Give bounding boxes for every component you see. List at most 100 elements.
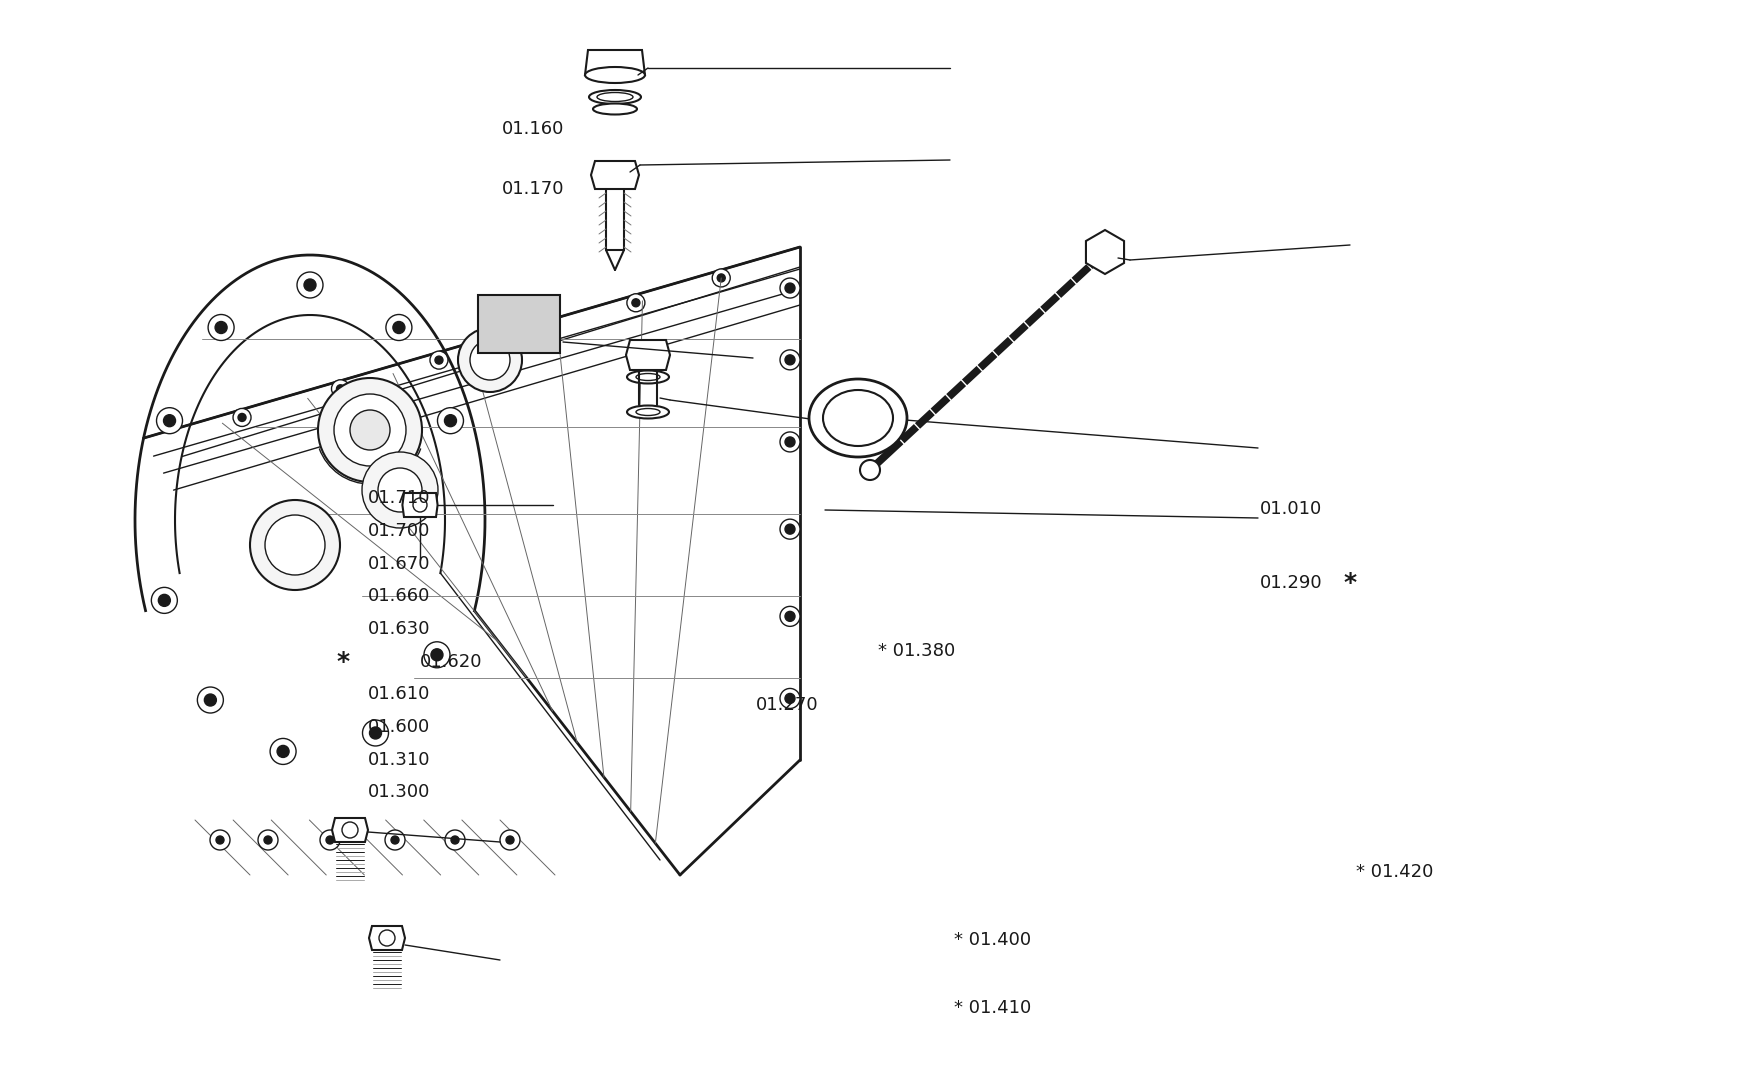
Circle shape <box>156 408 182 434</box>
Ellipse shape <box>593 104 637 114</box>
Circle shape <box>276 746 289 758</box>
Circle shape <box>859 460 880 480</box>
Circle shape <box>528 323 546 340</box>
Text: * 01.400: * 01.400 <box>954 931 1031 948</box>
Circle shape <box>362 452 438 528</box>
Text: 01.610: 01.610 <box>368 686 430 703</box>
Circle shape <box>458 328 522 392</box>
Circle shape <box>471 340 509 380</box>
Circle shape <box>304 279 317 291</box>
Text: 01.620: 01.620 <box>420 653 483 670</box>
Ellipse shape <box>808 379 906 457</box>
Circle shape <box>320 829 340 850</box>
Circle shape <box>430 649 443 661</box>
Ellipse shape <box>626 371 668 384</box>
Circle shape <box>786 611 794 621</box>
Circle shape <box>257 829 278 850</box>
Circle shape <box>233 409 250 426</box>
Circle shape <box>163 414 175 426</box>
Circle shape <box>298 272 324 298</box>
Circle shape <box>712 269 730 287</box>
Circle shape <box>786 437 794 447</box>
Circle shape <box>350 410 390 450</box>
Ellipse shape <box>635 409 660 415</box>
Circle shape <box>786 693 794 703</box>
Text: 01.160: 01.160 <box>502 120 565 137</box>
Circle shape <box>331 379 350 398</box>
Text: 01.290: 01.290 <box>1260 574 1323 592</box>
Ellipse shape <box>822 390 892 446</box>
Ellipse shape <box>597 93 633 101</box>
Circle shape <box>632 299 640 306</box>
Circle shape <box>362 720 388 746</box>
Text: 01.710: 01.710 <box>368 489 430 507</box>
Circle shape <box>444 829 466 850</box>
Text: 01.270: 01.270 <box>756 697 819 714</box>
Polygon shape <box>332 818 368 841</box>
Circle shape <box>380 930 396 946</box>
Text: 01.300: 01.300 <box>368 784 430 801</box>
Circle shape <box>318 378 422 482</box>
Circle shape <box>780 432 800 452</box>
Polygon shape <box>1087 230 1124 274</box>
Circle shape <box>780 519 800 540</box>
Circle shape <box>205 694 217 706</box>
Text: 01.660: 01.660 <box>368 588 430 605</box>
Circle shape <box>786 355 794 365</box>
Circle shape <box>534 327 541 336</box>
Circle shape <box>158 594 170 606</box>
Circle shape <box>780 350 800 370</box>
Circle shape <box>387 315 411 340</box>
Polygon shape <box>402 493 438 517</box>
Circle shape <box>438 408 464 434</box>
Ellipse shape <box>635 374 660 380</box>
Text: *: * <box>1344 571 1358 595</box>
Text: 01.170: 01.170 <box>502 180 565 197</box>
Circle shape <box>718 274 724 282</box>
Ellipse shape <box>590 90 640 104</box>
Circle shape <box>390 836 399 844</box>
Circle shape <box>626 294 646 312</box>
Polygon shape <box>626 340 670 370</box>
Circle shape <box>270 738 296 764</box>
Polygon shape <box>369 926 404 950</box>
Text: 01.700: 01.700 <box>368 522 430 540</box>
Circle shape <box>264 836 271 844</box>
Text: * 01.410: * 01.410 <box>954 1000 1031 1017</box>
Circle shape <box>506 836 514 844</box>
Circle shape <box>210 829 229 850</box>
Polygon shape <box>592 161 639 189</box>
Circle shape <box>334 393 406 467</box>
Text: 01.310: 01.310 <box>368 751 430 768</box>
Circle shape <box>326 836 334 844</box>
Circle shape <box>500 829 520 850</box>
Circle shape <box>250 500 340 590</box>
Circle shape <box>341 822 359 838</box>
Circle shape <box>215 836 224 844</box>
Ellipse shape <box>626 405 668 419</box>
Circle shape <box>786 524 794 534</box>
Circle shape <box>786 283 794 293</box>
Text: 01.010: 01.010 <box>1260 500 1323 518</box>
Circle shape <box>385 829 404 850</box>
Text: * 01.420: * 01.420 <box>1356 863 1433 881</box>
Circle shape <box>336 385 345 392</box>
Text: * 01.380: * 01.380 <box>878 642 956 659</box>
Circle shape <box>208 315 235 340</box>
Text: 01.600: 01.600 <box>368 718 430 736</box>
Circle shape <box>452 836 458 844</box>
Circle shape <box>150 588 177 614</box>
FancyBboxPatch shape <box>478 295 560 353</box>
Text: 01.670: 01.670 <box>368 555 430 572</box>
Circle shape <box>215 322 228 334</box>
Circle shape <box>238 413 247 422</box>
Polygon shape <box>584 50 646 75</box>
Text: *: * <box>336 650 350 674</box>
Circle shape <box>780 606 800 627</box>
Circle shape <box>413 498 427 512</box>
Circle shape <box>430 351 448 370</box>
Circle shape <box>444 414 457 426</box>
Text: 01.630: 01.630 <box>368 620 430 638</box>
Ellipse shape <box>584 66 646 83</box>
Circle shape <box>424 642 450 668</box>
